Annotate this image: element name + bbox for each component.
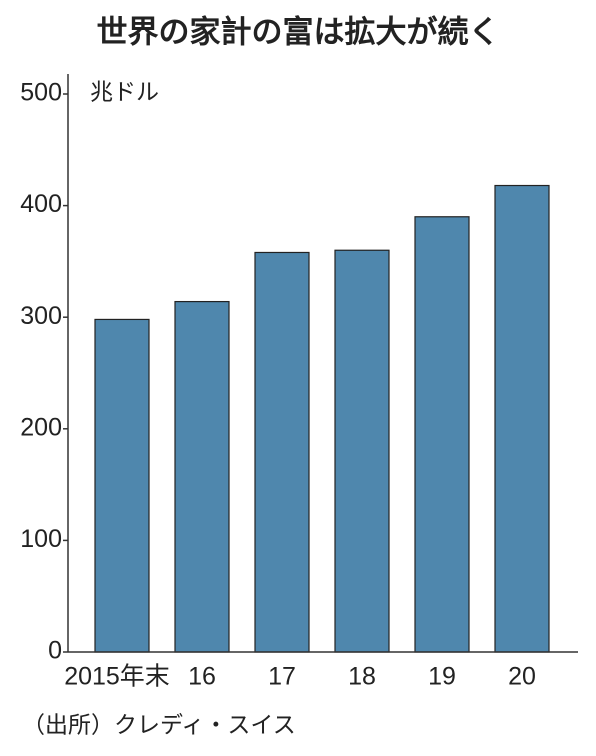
source: （出所）クレディ・スイス bbox=[22, 713, 296, 739]
chart-title: 世界の家計の富は拡大が続く bbox=[97, 15, 500, 51]
y-tick-label: 200 bbox=[20, 413, 62, 441]
y-tick-label: 0 bbox=[48, 637, 62, 665]
y-tick-label: 300 bbox=[20, 302, 62, 330]
bar bbox=[334, 249, 390, 653]
bar bbox=[94, 318, 150, 653]
x-tick-label: 16 bbox=[188, 663, 216, 691]
bar bbox=[494, 184, 550, 653]
bar bbox=[174, 300, 230, 653]
y-tick-label: 100 bbox=[20, 525, 62, 553]
x-tick-label: 17 bbox=[268, 663, 296, 691]
y-tick-label: 400 bbox=[20, 190, 62, 218]
y-tick-label: 500 bbox=[20, 79, 62, 107]
bar bbox=[254, 251, 310, 653]
x-tick-label: 20 bbox=[508, 663, 536, 691]
x-tick-label: 18 bbox=[348, 663, 376, 691]
y-axis-label: 兆ドル bbox=[90, 80, 159, 106]
x-tick-label: 2015年末 bbox=[64, 663, 170, 691]
x-tick-label: 19 bbox=[428, 663, 456, 691]
bar bbox=[414, 216, 470, 653]
